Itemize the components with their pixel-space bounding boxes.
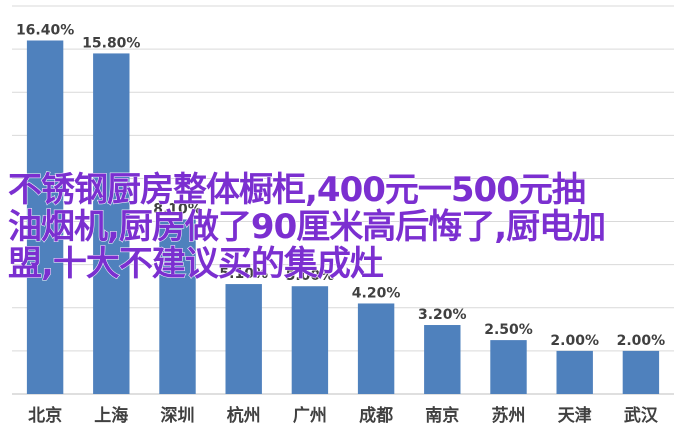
bar [622,350,660,394]
bar [291,286,329,394]
value-label: 2.00% [550,333,599,349]
overlay-headline: 不锈钢厨房整体橱柜,400元一500元抽 油烟机,厨房做了90厘米高后悔了,厨电… [8,170,668,284]
overlay-line-2: 油烟机,厨房做了90厘米高后悔了,厨电加 [8,207,607,247]
category-labels: 北京 上海 深圳 杭州 广州 成都 南京 苏州 天津 武汉 [28,405,659,426]
value-label: 8.10% [153,201,202,217]
category-label: 武汉 [624,405,659,426]
category-label: 深圳 [161,405,195,426]
value-labels: 16.40% 15.80% 8.10% 5.10% 5.00% 4.20% 3.20% 2.5… [16,22,665,348]
value-label: 5.00% [286,268,335,284]
value-label: 16.40% [16,22,74,38]
overlay-line-1: 不锈钢厨房整体橱柜,400元一500元抽 [8,170,587,210]
bars [26,40,660,395]
category-label: 广州 [293,405,327,426]
category-label: 天津 [558,405,592,426]
bar [93,53,130,395]
category-label: 杭州 [227,405,261,426]
value-label: 3.20% [418,307,467,323]
bar [556,350,593,394]
value-label: 2.50% [484,322,533,338]
value-label: 4.20% [352,285,401,301]
category-label: 南京 [425,405,459,426]
value-label: 2.00% [617,333,666,349]
category-label: 北京 [28,405,62,426]
value-label: 5.10% [219,266,268,282]
value-label: 15.80% [82,35,140,51]
category-label: 苏州 [492,405,526,426]
bar [490,340,527,394]
bar [225,284,262,394]
bar [357,303,395,394]
bar [424,325,461,394]
bar [26,40,64,394]
category-label: 上海 [94,405,128,426]
overlay-line-3: 盟,十大不建议买的集成灶 [8,244,385,284]
category-label: 成都 [359,405,393,426]
bar [159,219,196,394]
